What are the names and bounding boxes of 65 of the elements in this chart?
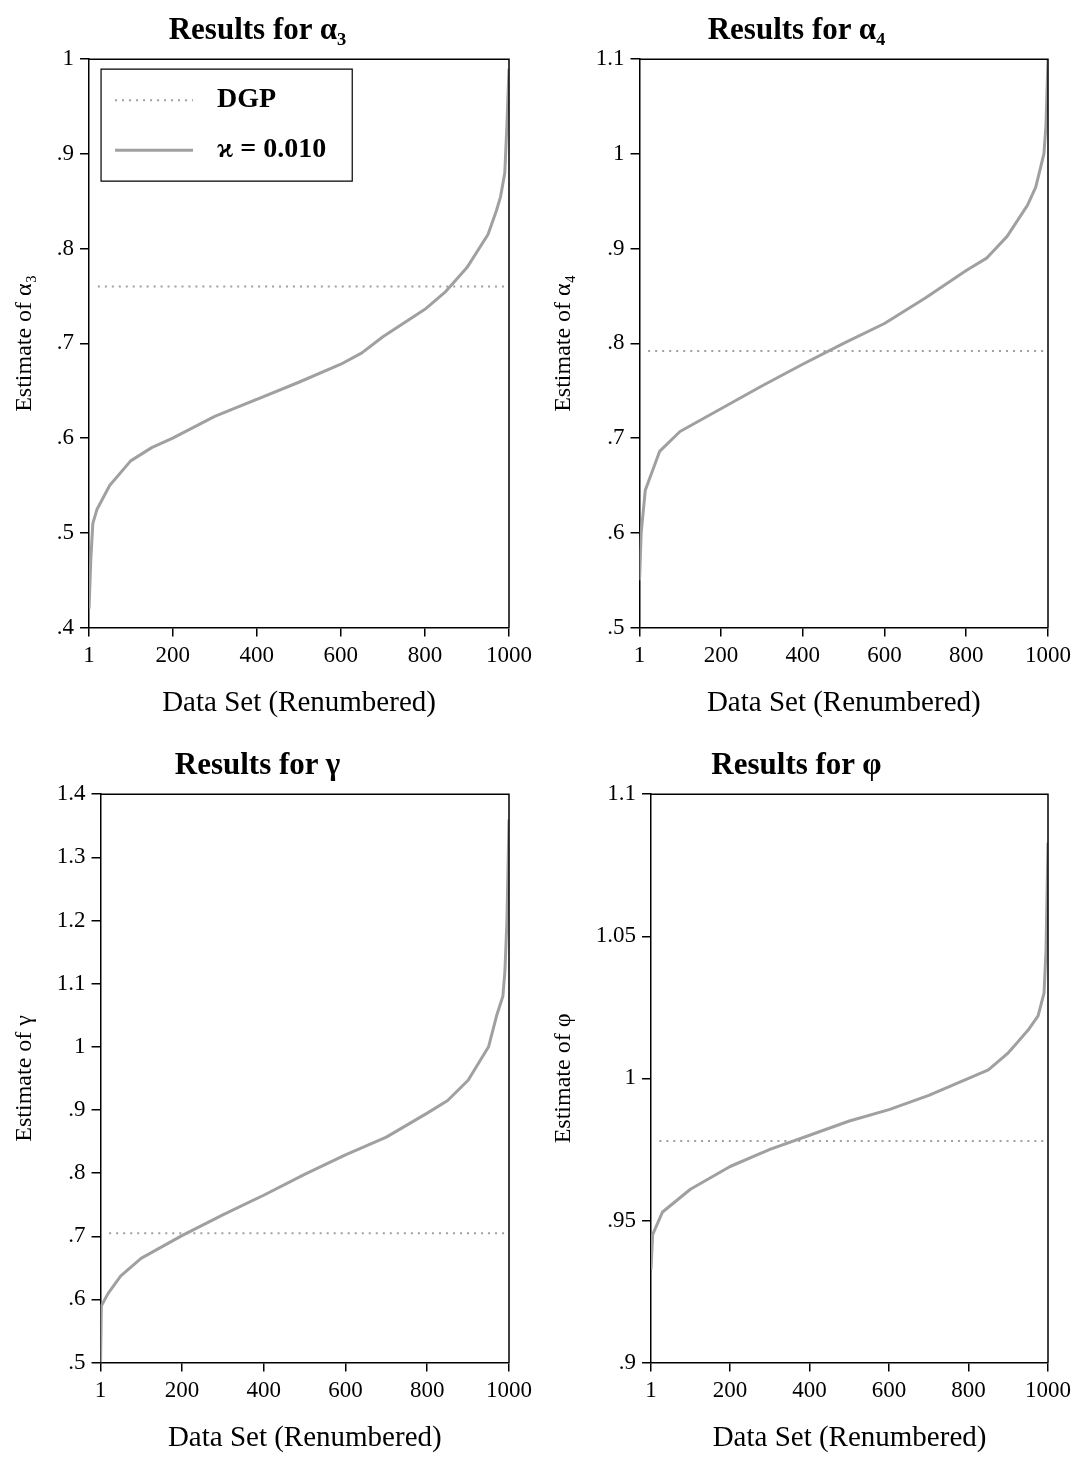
x-tick-label: 800 xyxy=(948,642,984,668)
y-tick-label: 1.05 xyxy=(595,922,637,948)
x-axis-title: Data Set (Renumbered) xyxy=(167,1420,442,1454)
x-tick-label: 600 xyxy=(871,1377,907,1403)
x-tick-label: 200 xyxy=(155,642,190,668)
x-tick-label: 600 xyxy=(867,642,902,668)
x-tick-label: 200 xyxy=(712,1377,748,1403)
chart-title: Results for α₃ xyxy=(168,10,347,46)
x-tick-label: 1 xyxy=(645,1377,657,1403)
y-tick-label: .5 xyxy=(56,518,75,544)
y-axis-title: Estimate of γ xyxy=(9,1014,36,1142)
y-axis-title: Estimate of α₄ xyxy=(548,274,575,412)
legend-label: ϰ = 0.010 xyxy=(217,132,327,164)
y-tick-label: 1.1 xyxy=(607,780,637,806)
y-tick-label: .8 xyxy=(68,1159,86,1185)
y-tick-label: .95 xyxy=(607,1206,637,1232)
y-axis-title: Estimate of α₃ xyxy=(9,274,36,412)
chart-title: Results for γ xyxy=(174,745,341,781)
x-tick-label: 1000 xyxy=(1025,1377,1071,1403)
y-tick-label: .5 xyxy=(68,1348,86,1374)
x-tick-label: 1000 xyxy=(1025,642,1071,668)
y-tick-label: .7 xyxy=(607,424,625,450)
y-tick-label: 1.3 xyxy=(56,843,86,869)
y-tick-label: .9 xyxy=(68,1096,86,1122)
y-tick-label: .9 xyxy=(607,234,625,260)
y-tick-label: .5 xyxy=(607,613,625,639)
y-tick-label: .9 xyxy=(618,1348,637,1374)
y-tick-label: 1 xyxy=(62,45,75,71)
x-axis-title: Data Set (Renumbered) xyxy=(706,685,981,719)
y-tick-label: 1.4 xyxy=(56,780,87,806)
x-tick-label: 600 xyxy=(323,642,359,668)
y-axis-title: Estimate of φ xyxy=(548,1013,575,1144)
y-tick-label: 1 xyxy=(613,139,625,165)
x-tick-label: 200 xyxy=(164,1377,200,1403)
y-tick-label: .4 xyxy=(56,613,75,639)
y-tick-label: 1.1 xyxy=(56,969,86,995)
x-tick-label: 800 xyxy=(951,1377,986,1403)
x-tick-label: 1000 xyxy=(486,642,532,668)
y-tick-label: 1 xyxy=(624,1064,637,1090)
y-tick-label: .8 xyxy=(56,234,75,260)
chart-title: Results for φ xyxy=(711,745,882,781)
y-tick-label: .9 xyxy=(56,139,75,165)
x-tick-label: 400 xyxy=(785,642,820,668)
y-tick-label: 1.1 xyxy=(595,45,625,71)
y-tick-label: .8 xyxy=(607,329,625,355)
x-tick-label: 1000 xyxy=(486,1377,532,1403)
x-tick-label: 200 xyxy=(703,642,739,668)
x-axis-title: Data Set (Renumbered) xyxy=(712,1420,987,1454)
x-tick-label: 600 xyxy=(328,1377,363,1403)
chart-title: Results for α₄ xyxy=(707,10,886,46)
y-tick-label: 1.2 xyxy=(56,906,86,932)
x-axis-title: Data Set (Renumbered) xyxy=(162,685,436,719)
y-tick-label: 1 xyxy=(74,1032,86,1058)
x-tick-label: 400 xyxy=(239,642,275,668)
x-tick-label: 400 xyxy=(246,1377,281,1403)
y-tick-label: .6 xyxy=(56,424,75,450)
y-tick-label: .6 xyxy=(68,1285,86,1311)
legend-label: DGP xyxy=(217,82,277,114)
y-tick-label: .6 xyxy=(607,518,625,544)
x-tick-label: 400 xyxy=(792,1377,827,1403)
x-tick-label: 1 xyxy=(94,1377,107,1403)
x-tick-label: 800 xyxy=(409,1377,445,1403)
y-tick-label: .7 xyxy=(56,329,75,355)
x-tick-label: 800 xyxy=(407,642,443,668)
y-tick-label: .7 xyxy=(68,1222,86,1248)
